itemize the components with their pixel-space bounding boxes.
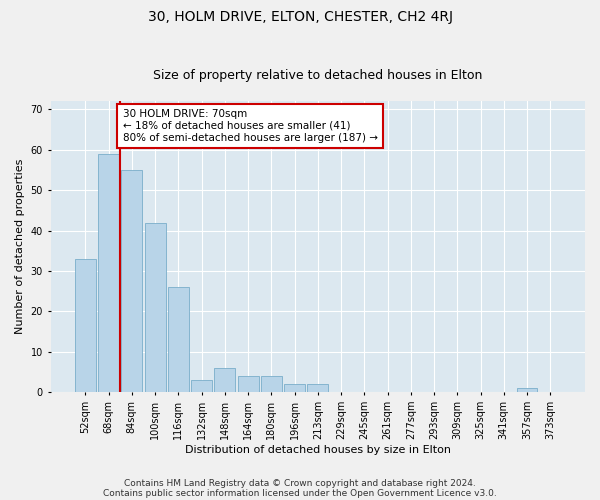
Bar [121, 170, 142, 392]
Bar [307, 384, 328, 392]
Y-axis label: Number of detached properties: Number of detached properties [15, 159, 25, 334]
Text: Contains public sector information licensed under the Open Government Licence v3: Contains public sector information licen… [103, 488, 497, 498]
Text: Contains HM Land Registry data © Crown copyright and database right 2024.: Contains HM Land Registry data © Crown c… [124, 478, 476, 488]
Bar [191, 380, 212, 392]
Text: 30 HOLM DRIVE: 70sqm
← 18% of detached houses are smaller (41)
80% of semi-detac: 30 HOLM DRIVE: 70sqm ← 18% of detached h… [122, 110, 377, 142]
Bar [98, 154, 119, 392]
Title: Size of property relative to detached houses in Elton: Size of property relative to detached ho… [153, 69, 482, 82]
Text: 30, HOLM DRIVE, ELTON, CHESTER, CH2 4RJ: 30, HOLM DRIVE, ELTON, CHESTER, CH2 4RJ [148, 10, 452, 24]
Bar [261, 376, 282, 392]
Bar [168, 287, 189, 393]
Bar [284, 384, 305, 392]
X-axis label: Distribution of detached houses by size in Elton: Distribution of detached houses by size … [185, 445, 451, 455]
Bar [75, 259, 96, 392]
Bar [214, 368, 235, 392]
Bar [238, 376, 259, 392]
Bar [517, 388, 538, 392]
Bar [145, 222, 166, 392]
